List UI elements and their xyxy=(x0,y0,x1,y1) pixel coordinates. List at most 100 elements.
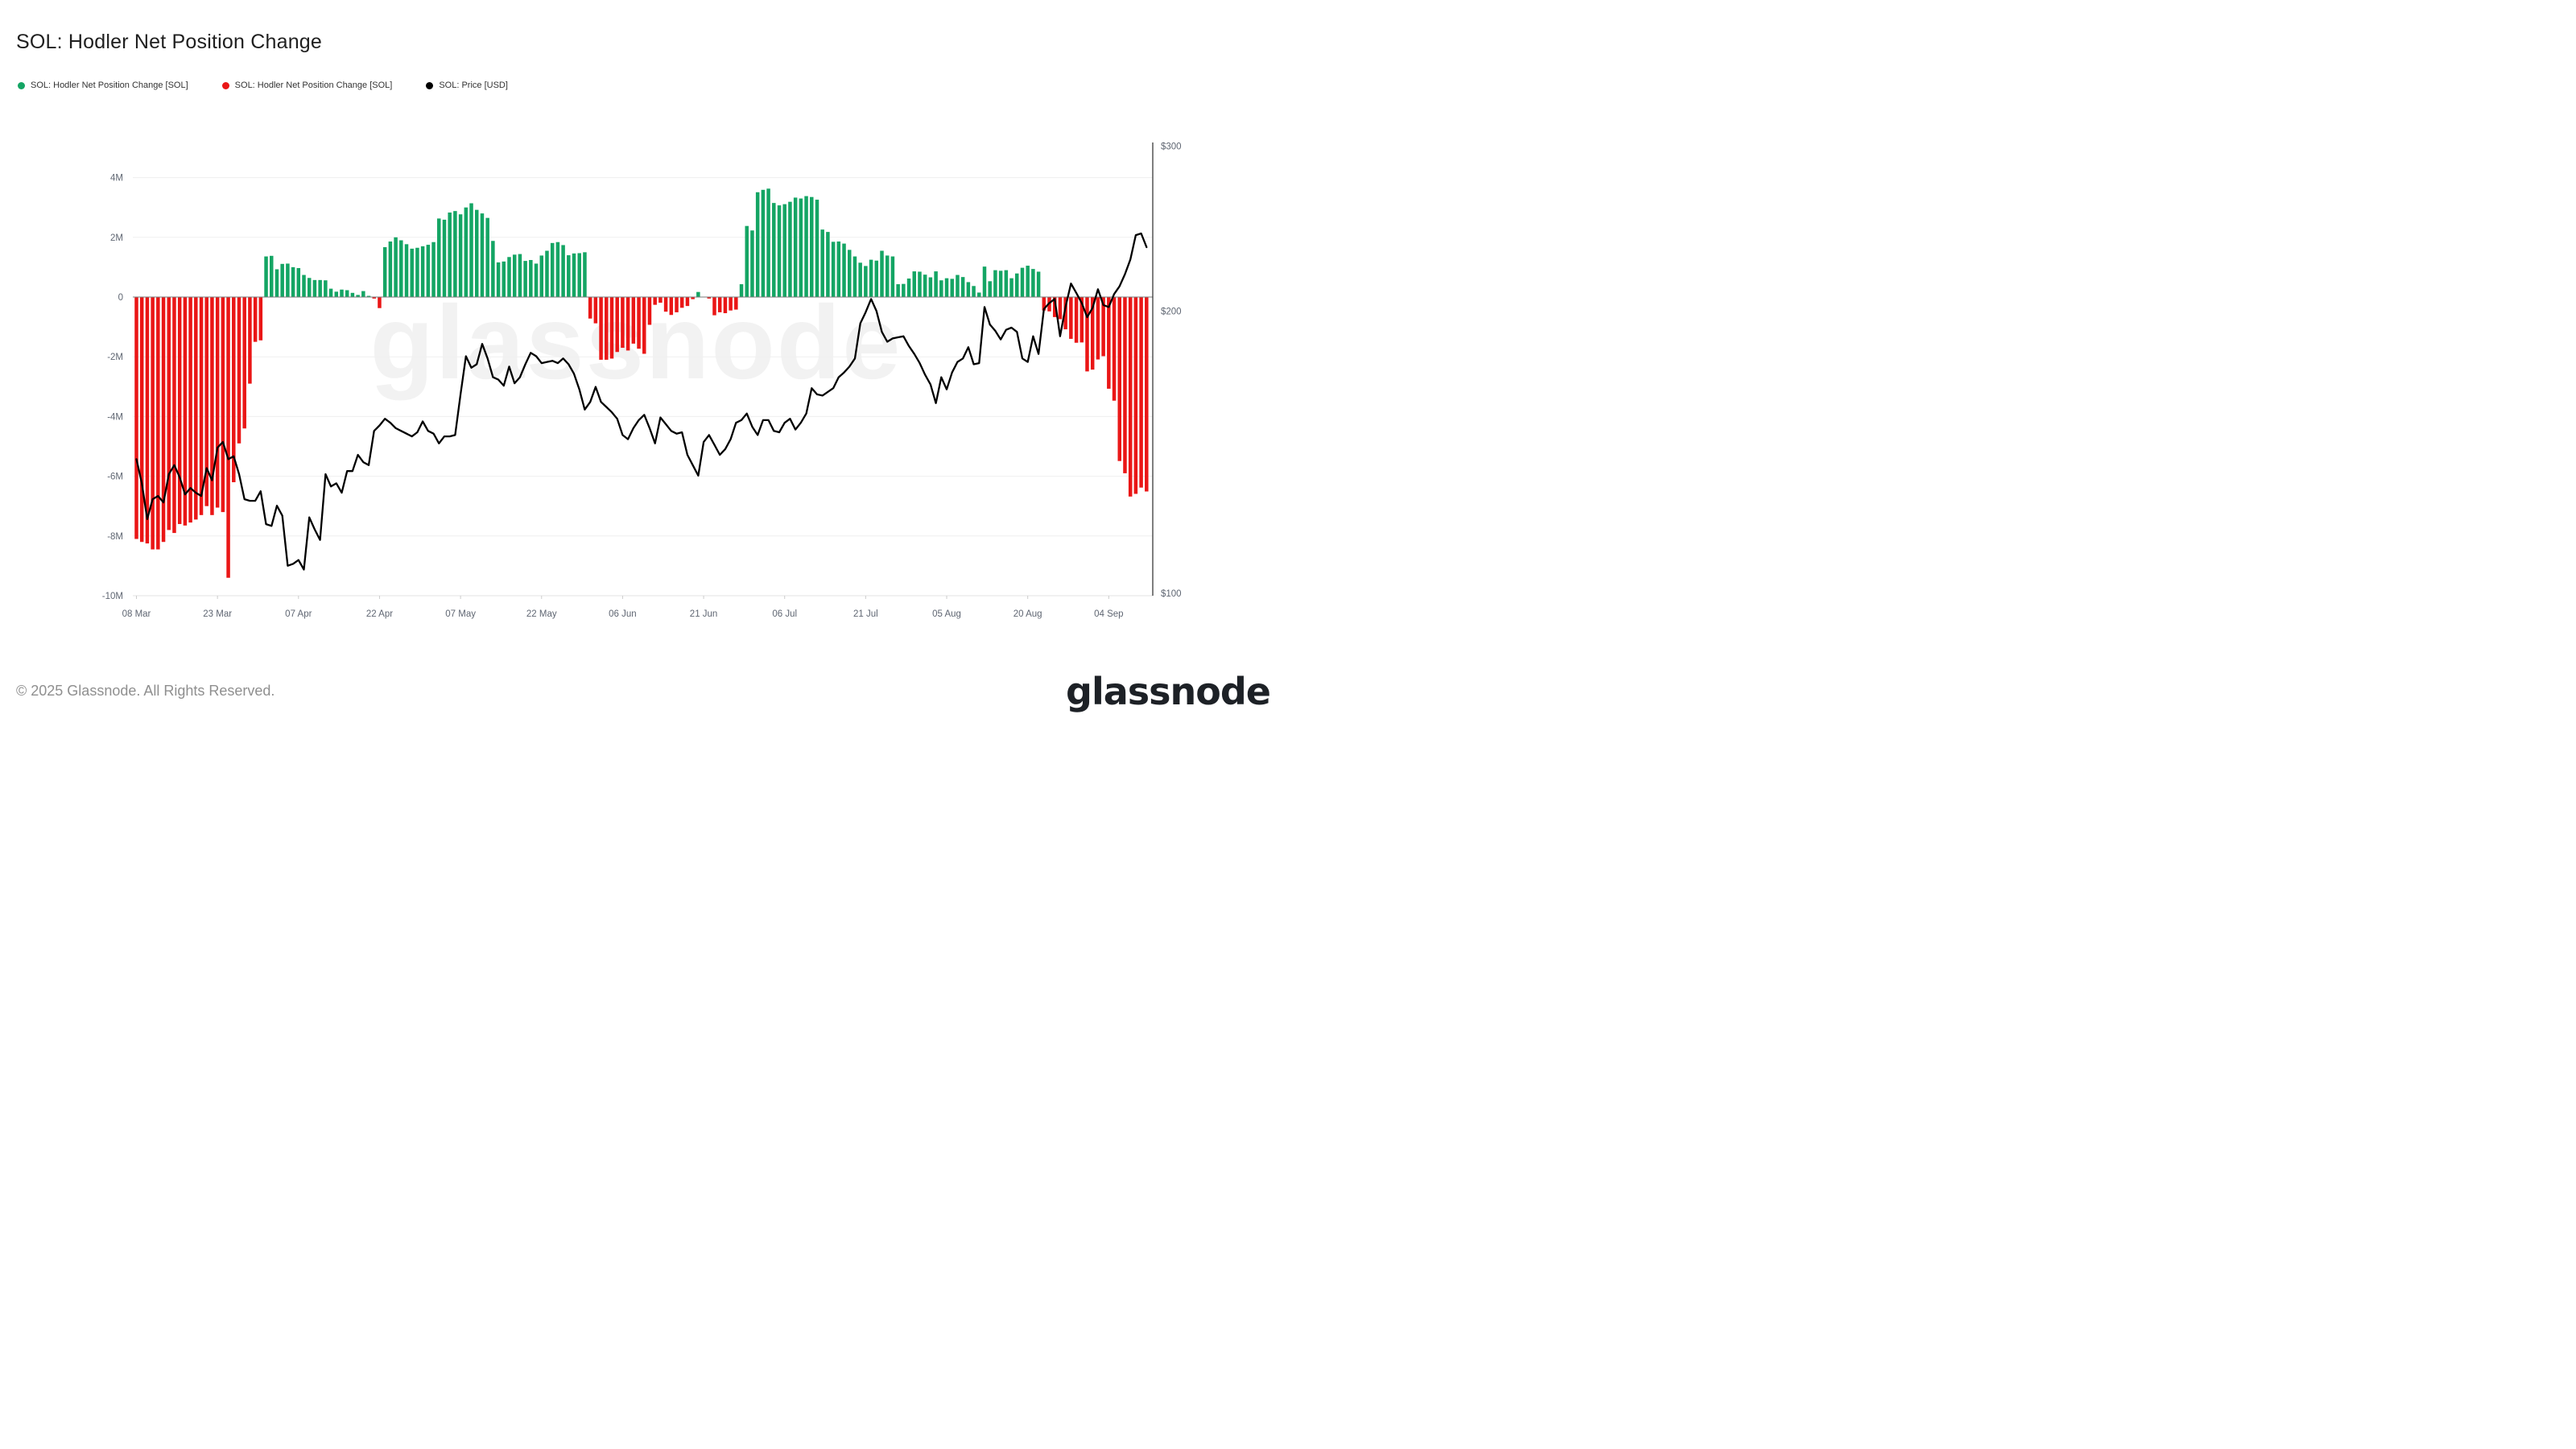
net-position-bar-negative[interactable] xyxy=(1096,297,1100,360)
net-position-bar-negative[interactable] xyxy=(642,297,646,354)
net-position-bar-positive[interactable] xyxy=(275,269,279,297)
net-position-bar-positive[interactable] xyxy=(507,257,511,297)
net-position-bar-positive[interactable] xyxy=(550,242,555,297)
net-position-bar-positive[interactable] xyxy=(793,197,798,297)
net-position-bar-positive[interactable] xyxy=(382,247,387,297)
net-position-bar-negative[interactable] xyxy=(637,297,641,349)
legend-item-price[interactable]: SOL: Price [USD] xyxy=(426,80,508,90)
net-position-bar-positive[interactable] xyxy=(852,256,857,297)
net-position-bar-positive[interactable] xyxy=(529,259,533,297)
net-position-bar-positive[interactable] xyxy=(577,253,581,297)
net-position-bar-positive[interactable] xyxy=(782,204,786,297)
net-position-bar-positive[interactable] xyxy=(934,271,938,297)
price-line[interactable] xyxy=(135,232,1148,571)
net-position-bar-negative[interactable] xyxy=(156,297,160,550)
net-position-bar-negative[interactable] xyxy=(691,297,695,299)
net-position-bar-positive[interactable] xyxy=(561,245,565,297)
net-position-bar-negative[interactable] xyxy=(372,297,376,299)
net-position-bar-positive[interactable] xyxy=(799,198,803,297)
net-position-bar-positive[interactable] xyxy=(810,196,814,297)
net-position-bar-positive[interactable] xyxy=(777,205,782,297)
net-position-bar-positive[interactable] xyxy=(328,288,333,297)
net-position-bar-positive[interactable] xyxy=(772,203,776,297)
net-position-bar-negative[interactable] xyxy=(734,297,738,310)
net-position-bar-positive[interactable] xyxy=(404,244,409,297)
net-position-bar-positive[interactable] xyxy=(448,213,452,297)
net-position-bar-positive[interactable] xyxy=(523,261,527,297)
net-position-bar-positive[interactable] xyxy=(388,241,393,297)
net-position-bar-negative[interactable] xyxy=(1063,297,1067,330)
net-position-bar-positive[interactable] xyxy=(750,230,754,297)
net-position-bar-positive[interactable] xyxy=(1020,267,1025,297)
net-position-bar-positive[interactable] xyxy=(296,268,301,297)
net-position-bar-positive[interactable] xyxy=(944,278,949,297)
net-position-bar-positive[interactable] xyxy=(491,241,495,297)
net-position-bar-positive[interactable] xyxy=(555,242,560,297)
net-position-bar-negative[interactable] xyxy=(1123,297,1127,473)
net-position-bar-negative[interactable] xyxy=(210,297,214,515)
net-position-bar-negative[interactable] xyxy=(712,297,716,316)
net-position-bar-negative[interactable] xyxy=(167,297,171,530)
net-position-bar-negative[interactable] xyxy=(663,297,668,312)
net-position-bar-positive[interactable] xyxy=(864,266,868,297)
net-position-bar-positive[interactable] xyxy=(394,237,398,297)
net-position-bar-negative[interactable] xyxy=(675,297,679,312)
net-position-bar-negative[interactable] xyxy=(1069,297,1073,339)
net-position-bar-positive[interactable] xyxy=(280,263,284,297)
net-position-bar-positive[interactable] xyxy=(361,291,365,297)
net-position-bar-negative[interactable] xyxy=(237,297,242,444)
net-position-bar-negative[interactable] xyxy=(242,297,246,429)
net-position-bar-positive[interactable] xyxy=(977,292,981,297)
net-position-bar-positive[interactable] xyxy=(415,247,419,297)
net-position-bar-positive[interactable] xyxy=(307,278,312,297)
net-position-bar-negative[interactable] xyxy=(188,297,192,523)
net-position-bar-negative[interactable] xyxy=(729,297,733,311)
net-position-bar-negative[interactable] xyxy=(1101,297,1105,357)
net-position-bar-negative[interactable] xyxy=(707,297,712,299)
net-position-bar-positive[interactable] xyxy=(496,262,501,297)
net-position-bar-positive[interactable] xyxy=(869,259,873,297)
net-position-bar-positive[interactable] xyxy=(345,290,349,297)
net-position-bar-positive[interactable] xyxy=(842,243,846,297)
net-position-bar-negative[interactable] xyxy=(1139,297,1143,488)
net-position-bar-positive[interactable] xyxy=(739,284,744,297)
net-position-bar-positive[interactable] xyxy=(1004,270,1009,297)
net-position-bar-negative[interactable] xyxy=(1090,297,1095,370)
net-position-bar-positive[interactable] xyxy=(583,252,587,297)
net-position-bar-negative[interactable] xyxy=(226,297,230,578)
net-position-bar-positive[interactable] xyxy=(431,242,436,297)
net-position-bar-negative[interactable] xyxy=(669,297,674,316)
net-position-bar-positive[interactable] xyxy=(918,271,922,297)
net-position-bar-negative[interactable] xyxy=(221,297,225,513)
net-position-bar-positive[interactable] xyxy=(270,255,274,297)
net-position-bar-positive[interactable] xyxy=(745,225,749,297)
net-position-bar-negative[interactable] xyxy=(215,297,220,508)
net-position-bar-negative[interactable] xyxy=(139,297,144,543)
net-position-bar-negative[interactable] xyxy=(625,297,630,351)
net-position-bar-negative[interactable] xyxy=(599,297,603,360)
net-position-bar-positive[interactable] xyxy=(324,280,328,297)
net-position-bar-positive[interactable] xyxy=(340,289,344,297)
net-position-bar-positive[interactable] xyxy=(350,292,355,297)
net-position-bar-negative[interactable] xyxy=(653,297,657,305)
net-position-bar-positive[interactable] xyxy=(804,196,808,297)
net-position-bar-negative[interactable] xyxy=(145,297,150,544)
net-position-bar-negative[interactable] xyxy=(194,297,198,520)
net-position-bar-positive[interactable] xyxy=(847,250,852,297)
net-position-bar-positive[interactable] xyxy=(815,200,819,297)
net-position-bar-positive[interactable] xyxy=(896,284,900,297)
net-position-bar-positive[interactable] xyxy=(469,203,473,297)
net-position-bar-positive[interactable] xyxy=(890,256,895,297)
net-position-bar-positive[interactable] xyxy=(902,283,906,297)
net-position-bar-positive[interactable] xyxy=(572,253,576,297)
net-position-bar-positive[interactable] xyxy=(356,295,360,297)
net-position-bar-positive[interactable] xyxy=(512,254,517,297)
net-position-bar-negative[interactable] xyxy=(177,297,182,524)
net-position-bar-negative[interactable] xyxy=(631,297,636,344)
net-position-bar-negative[interactable] xyxy=(378,297,382,308)
net-position-bar-positive[interactable] xyxy=(766,188,770,297)
net-position-bar-positive[interactable] xyxy=(442,219,447,297)
net-position-bar-negative[interactable] xyxy=(717,297,722,312)
net-position-bar-negative[interactable] xyxy=(199,297,204,515)
net-position-bar-positive[interactable] xyxy=(410,248,414,297)
